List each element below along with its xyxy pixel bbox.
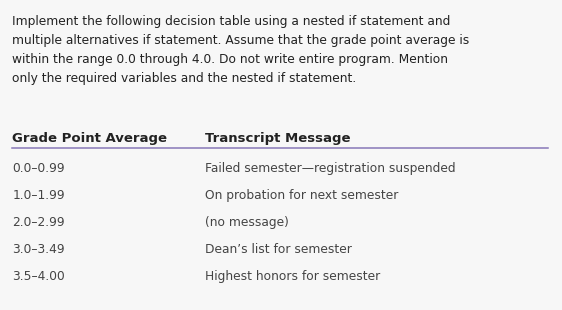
Text: Transcript Message: Transcript Message	[205, 132, 351, 145]
Text: 3.0–3.49: 3.0–3.49	[12, 243, 65, 256]
Text: Highest honors for semester: Highest honors for semester	[205, 270, 380, 283]
Text: Failed semester—registration suspended: Failed semester—registration suspended	[205, 162, 456, 175]
Text: 1.0–1.99: 1.0–1.99	[12, 189, 65, 202]
Text: 3.5–4.00: 3.5–4.00	[12, 270, 65, 283]
Text: 0.0–0.99: 0.0–0.99	[12, 162, 65, 175]
Text: 2.0–2.99: 2.0–2.99	[12, 216, 65, 229]
Text: Dean’s list for semester: Dean’s list for semester	[205, 243, 352, 256]
Text: Grade Point Average: Grade Point Average	[12, 132, 167, 145]
Text: (no message): (no message)	[205, 216, 289, 229]
Text: On probation for next semester: On probation for next semester	[205, 189, 398, 202]
Text: Implement the following decision table using a nested if statement and
multiple : Implement the following decision table u…	[12, 15, 470, 85]
